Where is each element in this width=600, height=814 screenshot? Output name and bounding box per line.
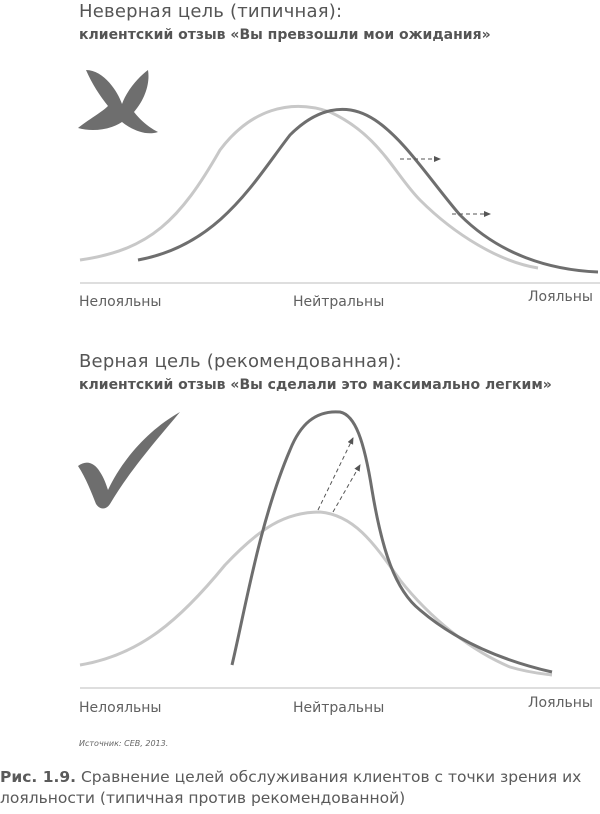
- top-label-neutral: Нейтральны: [293, 294, 384, 310]
- bottom-dark-curve: [230, 410, 553, 674]
- figure-caption-text: Сравнение целей обслуживания клиентов с …: [0, 768, 582, 807]
- figure-caption: Рис. 1.9. Сравнение целей обслуживания к…: [0, 767, 600, 809]
- checkmark-icon: [78, 412, 180, 509]
- top-label-disloyal: Нелояльны: [79, 294, 161, 310]
- bottom-label-disloyal: Нелояльны: [79, 700, 161, 716]
- bottom-label-loyal: Лояльны: [528, 695, 593, 711]
- top-diagram-subtitle: клиентский отзыв «Вы превзошли мои ожида…: [79, 27, 491, 43]
- top-dark-curve: [137, 107, 599, 274]
- bottom-lift-arrow-2: [332, 464, 361, 513]
- diagram-canvas: Нелояльны Нейтральны Лояльны Нелояльны Н…: [78, 70, 600, 716]
- bottom-diagram-title: Верная цель (рекомендованная):: [79, 351, 402, 372]
- bottom-label-neutral: Нейтральны: [293, 700, 384, 716]
- bottom-light-curve: [79, 510, 553, 677]
- source-note: Источник: CEB, 2013.: [79, 739, 169, 748]
- top-label-loyal: Лояльны: [528, 289, 593, 305]
- figure-number: Рис. 1.9.: [0, 768, 77, 786]
- bottom-diagram-subtitle: клиентский отзыв «Вы сделали это максима…: [79, 377, 552, 393]
- bottom-lift-arrow-1: [317, 437, 354, 511]
- top-diagram-title: Неверная цель (типичная):: [79, 1, 343, 22]
- x-mark-icon: [78, 70, 158, 134]
